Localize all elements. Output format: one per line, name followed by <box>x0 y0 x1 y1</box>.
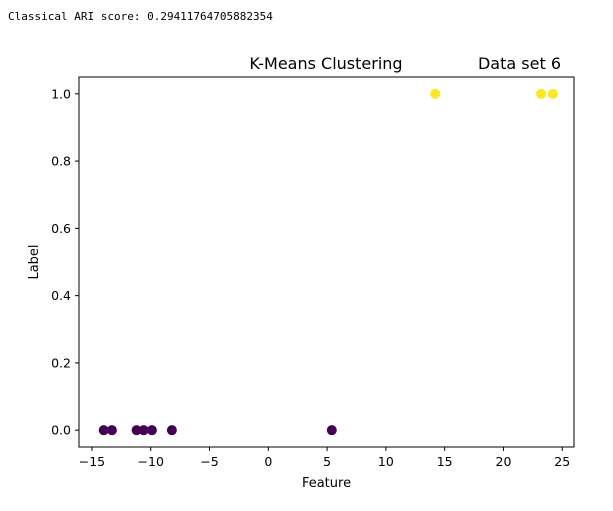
x-tick-label: 25 <box>554 454 570 469</box>
plot-frame <box>78 76 575 448</box>
y-tick-label: 0.6 <box>51 221 71 236</box>
data-point <box>166 425 177 436</box>
x-axis-ticks: −15 −10 −5 0 5 10 15 20 25 <box>79 447 570 469</box>
x-tick-label: 15 <box>437 454 453 469</box>
data-point <box>536 88 547 99</box>
data-point <box>98 425 109 436</box>
chart-title-right: Data set 6 <box>478 54 561 73</box>
data-point <box>138 425 149 436</box>
data-point <box>131 425 142 436</box>
x-tick-label: 0 <box>264 454 272 469</box>
data-point <box>547 88 558 99</box>
data-point <box>146 425 157 436</box>
y-tick-label: 0.4 <box>51 288 71 303</box>
y-axis-label: Label <box>27 244 42 279</box>
chart-title: K-Means Clustering <box>249 54 402 73</box>
x-tick-label: −15 <box>79 454 105 469</box>
x-axis-label: Feature <box>302 476 351 491</box>
x-tick-label: −10 <box>138 454 164 469</box>
data-point <box>326 425 337 436</box>
ari-score-text: Classical ARI score: 0.29411764705882354 <box>8 10 273 23</box>
data-point <box>106 425 117 436</box>
data-points <box>98 88 558 436</box>
x-tick-label: −5 <box>200 454 218 469</box>
x-tick-label: 5 <box>323 454 331 469</box>
x-tick-label: 10 <box>378 454 394 469</box>
y-tick-label: 0.8 <box>51 154 71 169</box>
data-point <box>430 88 441 99</box>
y-tick-label: 1.0 <box>51 86 71 101</box>
x-tick-label: 20 <box>496 454 512 469</box>
y-axis-ticks: 0.0 0.2 0.4 0.6 0.8 1.0 <box>51 86 79 438</box>
y-tick-label: 0.2 <box>51 355 71 370</box>
y-tick-label: 0.0 <box>51 423 71 438</box>
